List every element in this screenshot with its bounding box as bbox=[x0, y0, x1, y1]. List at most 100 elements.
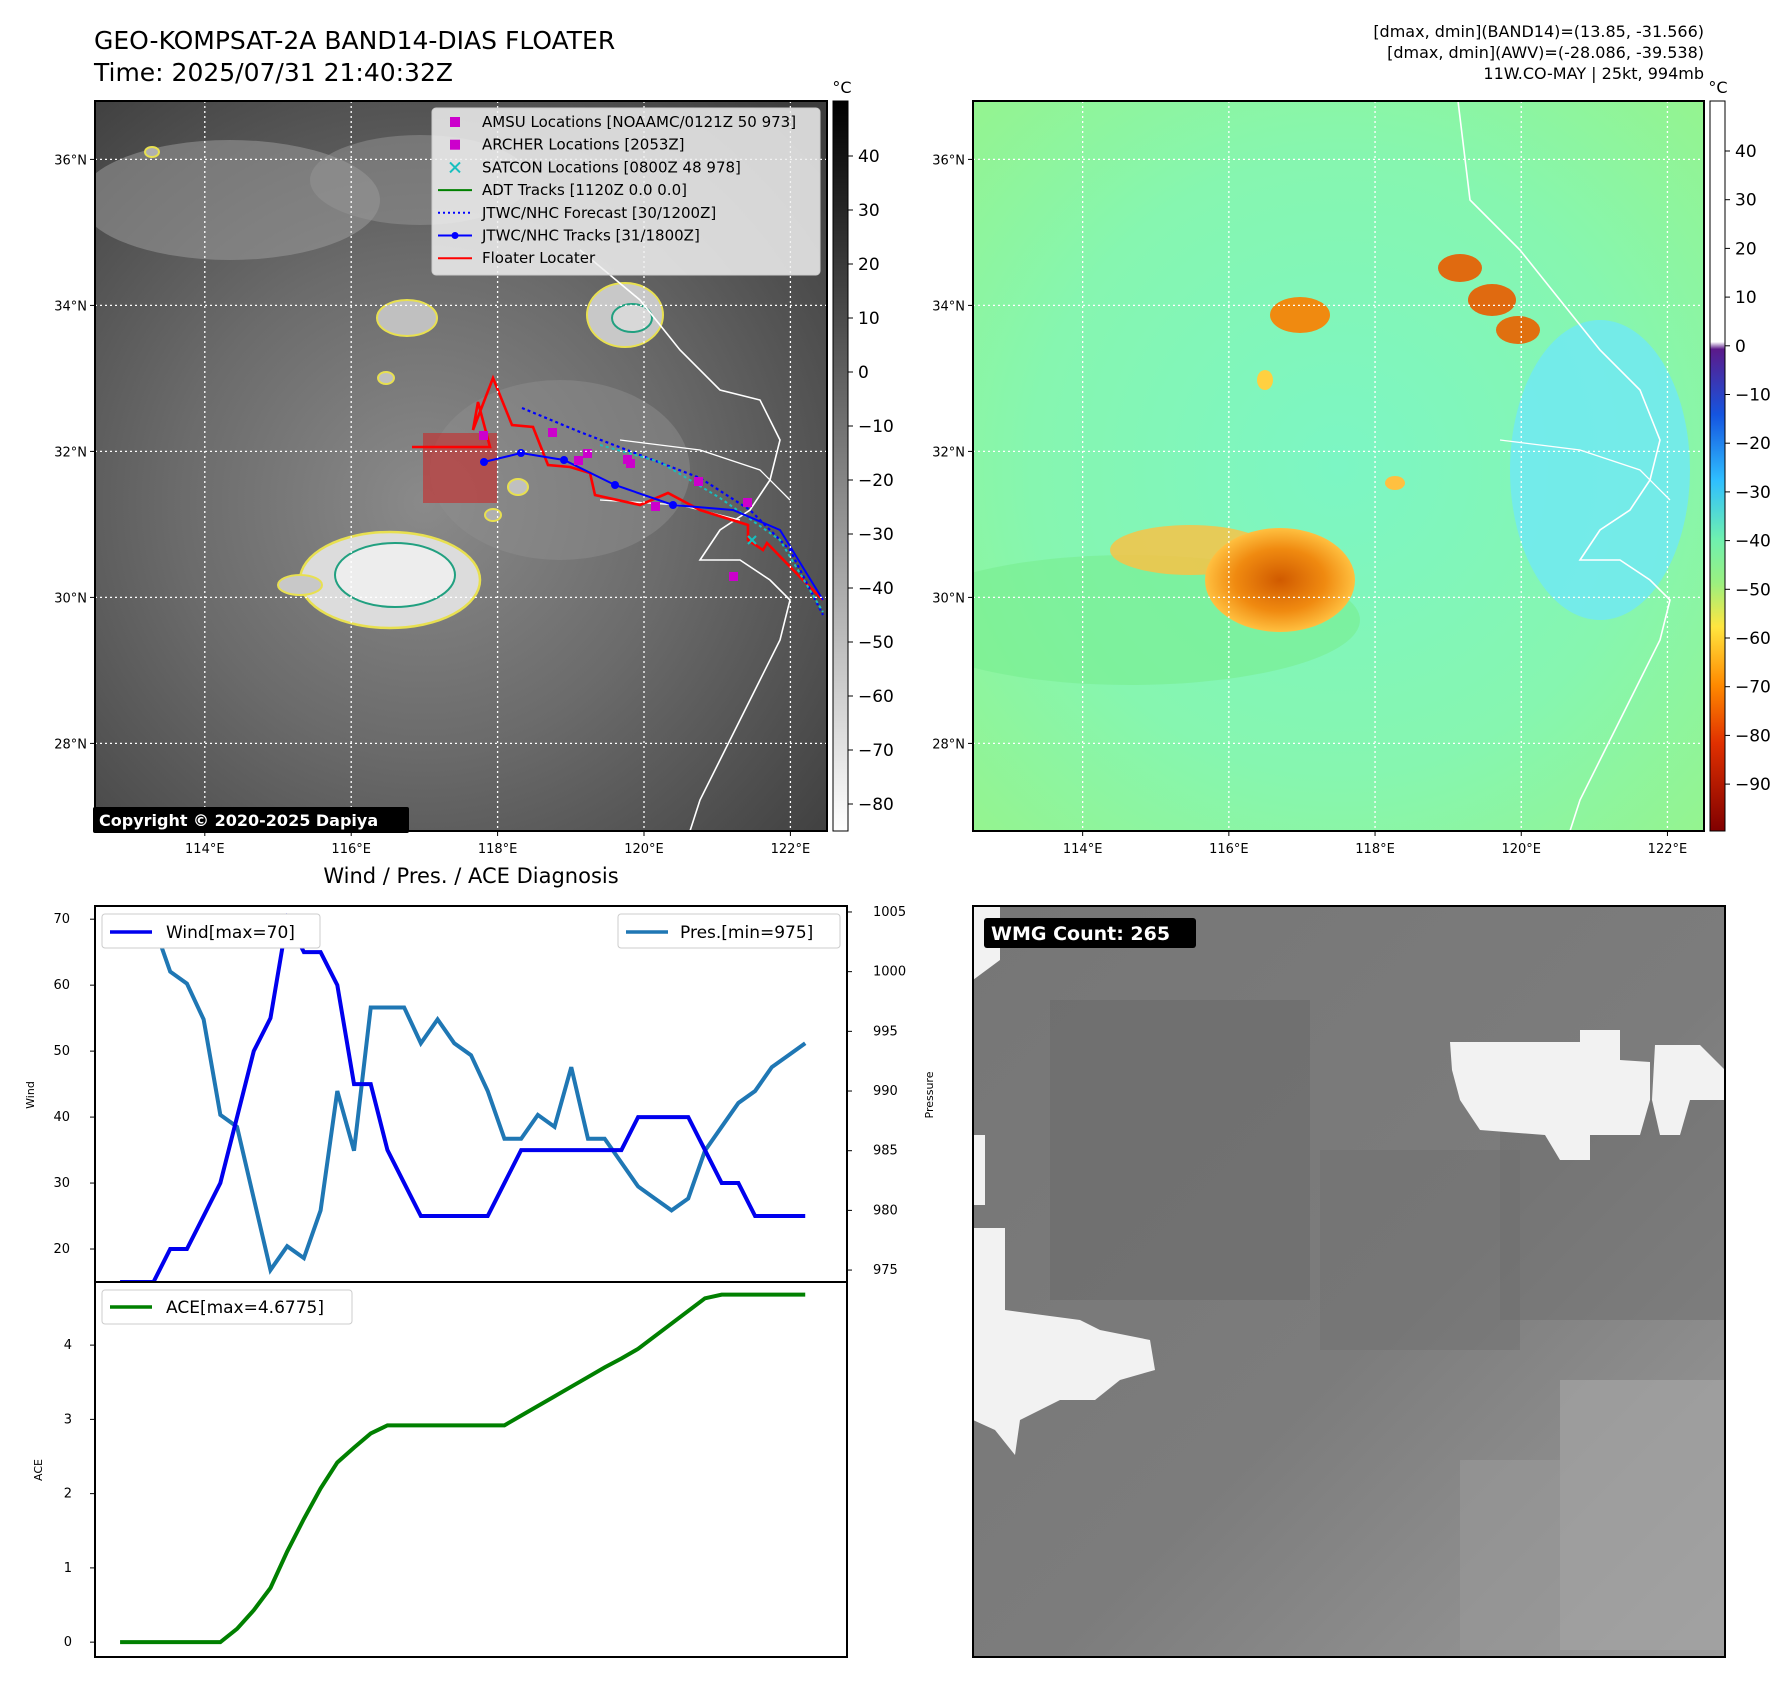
pressure-tick-label: 985 bbox=[873, 1144, 898, 1159]
floater-box bbox=[423, 433, 497, 503]
wmg-pixels bbox=[973, 906, 1725, 1650]
colorbar-tick-label: −70 bbox=[858, 741, 894, 761]
pressure-tick-label: 990 bbox=[873, 1084, 898, 1099]
lon-tick-label: 122°E bbox=[1648, 842, 1688, 857]
colorbar-tick-label: −40 bbox=[858, 579, 894, 599]
lon-tick-label: 114°E bbox=[1063, 842, 1103, 857]
copyright-box bbox=[93, 807, 409, 833]
ir-map-panel: Copyright © 2020-2025 Dapiya AMSU Locati… bbox=[54, 100, 828, 857]
legend-label: JTWC/NHC Forecast [30/1200Z] bbox=[481, 204, 716, 222]
jtwc-points bbox=[480, 449, 677, 509]
ace-tick-label: 0 bbox=[64, 1635, 72, 1650]
copyright-text: Copyright © 2020-2025 Dapiya bbox=[99, 811, 378, 830]
colorbar-tick-label: −50 bbox=[1735, 580, 1771, 600]
awv-features bbox=[973, 101, 1690, 831]
colorbar-tick-label: −60 bbox=[858, 687, 894, 707]
wind-tick-label: 30 bbox=[53, 1176, 70, 1191]
ace-chart: 4 3 2 1 0 ACE ACE[max=4.6775] bbox=[32, 1281, 848, 1658]
wind-tick-label: 20 bbox=[53, 1242, 70, 1257]
pressure-legend-label: Pres.[min=975] bbox=[680, 923, 813, 943]
colorbar-tick-label: −60 bbox=[1735, 629, 1771, 649]
lat-tick-label: 32°N bbox=[54, 445, 87, 460]
lon-tick-label: 116°E bbox=[1209, 842, 1249, 857]
pressure-tick-label: 980 bbox=[873, 1203, 898, 1218]
colorbar-tick-label: −30 bbox=[858, 525, 894, 545]
wind-tick-label: 70 bbox=[53, 912, 70, 927]
ir-colorbar: °C 40 30 20 10 0 −10 −20 −30 −40 −50 −60 −70 −80 bbox=[832, 78, 894, 832]
legend-label: Floater Locater bbox=[482, 249, 596, 267]
colorbar-tick-label: 40 bbox=[1735, 142, 1757, 162]
lat-tick-label: 30°N bbox=[932, 591, 965, 606]
lat-tick-label: 34°N bbox=[932, 299, 965, 314]
archer-points bbox=[479, 428, 752, 581]
ace-tick-label: 2 bbox=[64, 1487, 72, 1502]
pressure-tick-label: 975 bbox=[873, 1263, 898, 1278]
awv-colorbar: °C 40 30 20 10 0 −10 −20 −30 −40 −50 −60 −70 −80 −90 bbox=[1708, 78, 1771, 832]
diagnosis-title: Wind / Pres. / ACE Diagnosis bbox=[323, 864, 618, 888]
wmg-panel: WMG Count: 265 bbox=[972, 905, 1726, 1658]
colorbar-tick-label: −90 bbox=[1735, 775, 1771, 795]
lat-tick-label: 28°N bbox=[54, 737, 87, 752]
colorbar-tick-label: 10 bbox=[858, 309, 880, 329]
lat-tick-label: 34°N bbox=[54, 299, 87, 314]
pressure-tick-label: 995 bbox=[873, 1024, 898, 1039]
colorbar-tick-label: −40 bbox=[1735, 532, 1771, 552]
legend-marker-dot bbox=[451, 232, 459, 239]
colorbar-tick-label: 20 bbox=[858, 255, 880, 275]
lat-tick-label: 28°N bbox=[932, 737, 965, 752]
lon-tick-label: 122°E bbox=[771, 842, 811, 857]
satcon-points bbox=[747, 535, 757, 545]
colorbar-tick-label: 20 bbox=[1735, 239, 1757, 259]
awv-gridlines bbox=[973, 101, 1704, 831]
figure-time: Time: 2025/07/31 21:40:32Z bbox=[94, 58, 453, 87]
ace-legend-label: ACE[max=4.6775] bbox=[166, 1298, 324, 1318]
colorbar-tick-label: −20 bbox=[858, 471, 894, 491]
wmg-count-label: WMG Count: 265 bbox=[991, 923, 1170, 945]
legend-label: SATCON Locations [0800Z 48 978] bbox=[482, 158, 741, 176]
jtwc-track bbox=[483, 451, 824, 601]
lon-tick-label: 116°E bbox=[331, 842, 371, 857]
storm-info: 11W.CO-MAY | 25kt, 994mb bbox=[1483, 64, 1704, 83]
legend-marker-x bbox=[449, 161, 461, 174]
pressure-tick-label: 1005 bbox=[873, 905, 906, 920]
pressure-axis-label: Pressure bbox=[923, 1071, 936, 1118]
colorbar-tick-label: 10 bbox=[1735, 288, 1757, 308]
colorbar-tick-label: −70 bbox=[1735, 678, 1771, 698]
lat-tick-label: 36°N bbox=[54, 153, 87, 168]
wind-tick-label: 40 bbox=[53, 1110, 70, 1125]
colorbar-tick-label: −10 bbox=[858, 417, 894, 437]
map-legend: AMSU Locations [NOAAMC/0121Z 50 973] ARCH… bbox=[431, 107, 821, 276]
legend-label: ADT Tracks [1120Z 0.0 0.0] bbox=[482, 181, 687, 199]
colorbar-tick-label: −50 bbox=[858, 633, 894, 653]
lon-tick-label: 120°E bbox=[1501, 842, 1541, 857]
lat-tick-label: 32°N bbox=[932, 445, 965, 460]
ace-tick-label: 3 bbox=[64, 1412, 72, 1427]
lon-tick-label: 120°E bbox=[624, 842, 664, 857]
wind-tick-label: 50 bbox=[53, 1044, 70, 1059]
ace-series-line bbox=[120, 1292, 806, 1645]
colorbar-tick-label: 30 bbox=[858, 201, 880, 221]
legend-label: AMSU Locations [NOAAMC/0121Z 50 973] bbox=[482, 113, 796, 131]
legend-marker-square bbox=[450, 139, 460, 150]
colorbar-tick-label: −10 bbox=[1735, 386, 1771, 406]
ir-colorbar-unit: °C bbox=[832, 78, 851, 97]
colorbar-tick-label: −20 bbox=[1735, 434, 1771, 454]
lat-tick-label: 30°N bbox=[54, 591, 87, 606]
legend-label: ARCHER Locations [2053Z] bbox=[482, 136, 685, 154]
pressure-legend: Pres.[min=975] bbox=[617, 913, 841, 949]
wind-axis-label: Wind bbox=[24, 1081, 37, 1109]
colorbar-tick-label: 0 bbox=[858, 363, 869, 383]
ace-tick-label: 4 bbox=[64, 1338, 72, 1353]
lon-tick-label: 118°E bbox=[1355, 842, 1395, 857]
colorbar-tick-label: −80 bbox=[1735, 726, 1771, 746]
wind-tick-label: 60 bbox=[53, 978, 70, 993]
wind-pressure-chart: 70 60 50 40 30 20 1005 1000 995 990 985 980 975 Wind… bbox=[24, 905, 936, 1284]
forecast-track bbox=[521, 406, 824, 616]
wmg-count-box bbox=[984, 918, 1196, 948]
ace-tick-label: 1 bbox=[64, 1561, 72, 1576]
lon-tick-label: 114°E bbox=[185, 842, 225, 857]
ace-axis-label: ACE bbox=[32, 1459, 45, 1481]
colorbar-tick-label: 30 bbox=[1735, 191, 1757, 211]
wind-series-line bbox=[120, 912, 806, 1284]
